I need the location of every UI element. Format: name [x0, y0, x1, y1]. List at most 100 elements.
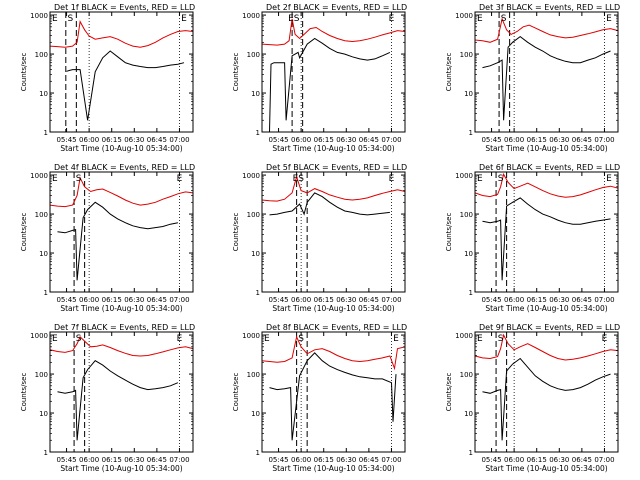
plot-frame: [474, 171, 619, 293]
y-tick-label: 1000: [30, 12, 48, 20]
x-tick-label: 06:15: [314, 296, 334, 304]
x-tick-label: 06:15: [102, 456, 122, 464]
x-axis-label: Start Time (10-Aug-10 05:34:00): [485, 304, 607, 313]
panel-det-8: Det 8f BLACK = Events, RED = LLD E S E 1 10 10…: [232, 323, 407, 473]
y-axis-label: Counts/sec: [20, 213, 28, 252]
x-tick-label: 07:00: [381, 296, 401, 304]
y-tick-label: 1: [256, 449, 260, 457]
y-tick-label: 10: [251, 410, 260, 418]
x-axis-label: Start Time (10-Aug-10 05:34:00): [60, 464, 182, 473]
panel-det-6: Det 6f BLACK = Events, RED = LLD E S E 1 10 10…: [445, 163, 620, 313]
marker-label-e: E: [606, 174, 612, 184]
panel-title: Det 3f BLACK = Events, RED = LLD: [479, 3, 620, 12]
x-tick-label: 06:30: [336, 456, 356, 464]
events-series-line: [269, 352, 397, 441]
x-tick-label: 06:15: [314, 136, 334, 144]
marker-label-e: E: [52, 14, 58, 24]
y-tick-label: 1000: [242, 12, 260, 20]
panel-det-7: Det 7f BLACK = Events, RED = LLD E S E 1 10 10…: [20, 323, 195, 473]
x-tick-label: 06:30: [549, 296, 569, 304]
x-tick-label: 06:00: [291, 136, 311, 144]
x-axis-label: Start Time (10-Aug-10 05:34:00): [485, 144, 607, 153]
y-axis-label: Counts/sec: [445, 213, 453, 252]
panel-title: Det 5f BLACK = Events, RED = LLD: [266, 163, 407, 172]
y-axis-label: Counts/sec: [232, 373, 240, 412]
y-tick-label: 1000: [242, 332, 260, 340]
marker-label-e: E: [177, 174, 183, 184]
marker-label-e: E: [477, 14, 483, 24]
x-tick-label: 06:15: [102, 136, 122, 144]
y-tick-label: 1000: [455, 332, 473, 340]
plot-frame: [261, 171, 406, 293]
marker-label-e: E: [293, 174, 299, 184]
marker-label-e: E: [177, 334, 183, 344]
x-axis-label: Start Time (10-Aug-10 05:34:00): [272, 144, 394, 153]
panel-title: Det 1f BLACK = Events, RED = LLD: [54, 3, 195, 12]
y-tick-label: 1: [44, 289, 48, 297]
lld-series-line: [50, 176, 193, 208]
plot-frame: [49, 331, 194, 453]
lld-series-line: [262, 175, 405, 202]
x-tick-label: 06:45: [147, 136, 167, 144]
marker-label-s: S: [76, 334, 82, 344]
y-axis-label: Counts/sec: [445, 53, 453, 92]
panel-det-9: Det 9f BLACK = Events, RED = LLD E S E 1 10 10…: [445, 323, 620, 473]
x-tick-label: 06:15: [527, 296, 547, 304]
x-tick-label: 06:00: [504, 136, 524, 144]
x-axis-label: Start Time (10-Aug-10 05:34:00): [272, 304, 394, 313]
x-tick-label: 07:00: [594, 456, 614, 464]
plot-frame: [49, 11, 194, 133]
x-tick-label: 05:45: [56, 136, 76, 144]
y-tick-label: 10: [464, 90, 473, 98]
events-series-line: [57, 201, 178, 281]
x-tick-label: 06:15: [314, 456, 334, 464]
marker-label-s: S: [294, 14, 300, 24]
x-tick-label: 06:30: [124, 456, 144, 464]
y-tick-label: 10: [464, 250, 473, 258]
plot-frame: [474, 331, 619, 453]
x-axis-label: Start Time (10-Aug-10 05:34:00): [485, 464, 607, 473]
marker-label-e: E: [389, 14, 395, 24]
y-tick-label: 100: [460, 51, 473, 59]
marker-label-e: E: [52, 334, 58, 344]
marker-label-e: E: [393, 334, 399, 344]
y-axis-label: Counts/sec: [20, 373, 28, 412]
x-tick-label: 06:45: [359, 296, 379, 304]
panel-det-3: Det 3f BLACK = Events, RED = LLD E S E 1 10 10…: [445, 3, 620, 153]
y-tick-label: 1: [44, 129, 48, 137]
marker-label-s: S: [498, 334, 504, 344]
marker-label-e: E: [477, 174, 483, 184]
lld-series-line: [50, 336, 193, 357]
lld-series-line: [475, 17, 618, 43]
x-tick-label: 06:30: [549, 456, 569, 464]
marker-label-s: S: [298, 174, 304, 184]
lld-series-line: [50, 20, 193, 48]
x-tick-label: 06:45: [359, 136, 379, 144]
y-tick-label: 1: [469, 129, 473, 137]
y-tick-label: 1: [469, 289, 473, 297]
marker-label-e: E: [602, 334, 608, 344]
events-series-line: [57, 360, 179, 441]
y-tick-label: 10: [251, 90, 260, 98]
x-tick-label: 07:00: [594, 136, 614, 144]
plot-frame: [474, 11, 619, 133]
marker-label-e: E: [264, 334, 270, 344]
y-axis-label: Counts/sec: [445, 373, 453, 412]
x-axis-label: Start Time (10-Aug-10 05:34:00): [272, 464, 394, 473]
plot-frame: [261, 11, 406, 133]
x-tick-label: 07:00: [169, 456, 189, 464]
y-axis-label: Counts/sec: [20, 53, 28, 92]
x-axis-label: Start Time (10-Aug-10 05:34:00): [60, 144, 182, 153]
marker-label-e: E: [52, 174, 58, 184]
marker-label-s: S: [298, 334, 304, 344]
y-tick-label: 1000: [242, 172, 260, 180]
y-axis-label: Counts/sec: [232, 53, 240, 92]
x-tick-label: 06:15: [102, 296, 122, 304]
x-tick-label: 06:30: [336, 296, 356, 304]
marker-label-e: E: [477, 334, 483, 344]
lld-series-line: [475, 172, 618, 198]
y-tick-label: 100: [35, 371, 48, 379]
x-tick-label: 06:45: [147, 456, 167, 464]
x-tick-label: 06:30: [124, 136, 144, 144]
